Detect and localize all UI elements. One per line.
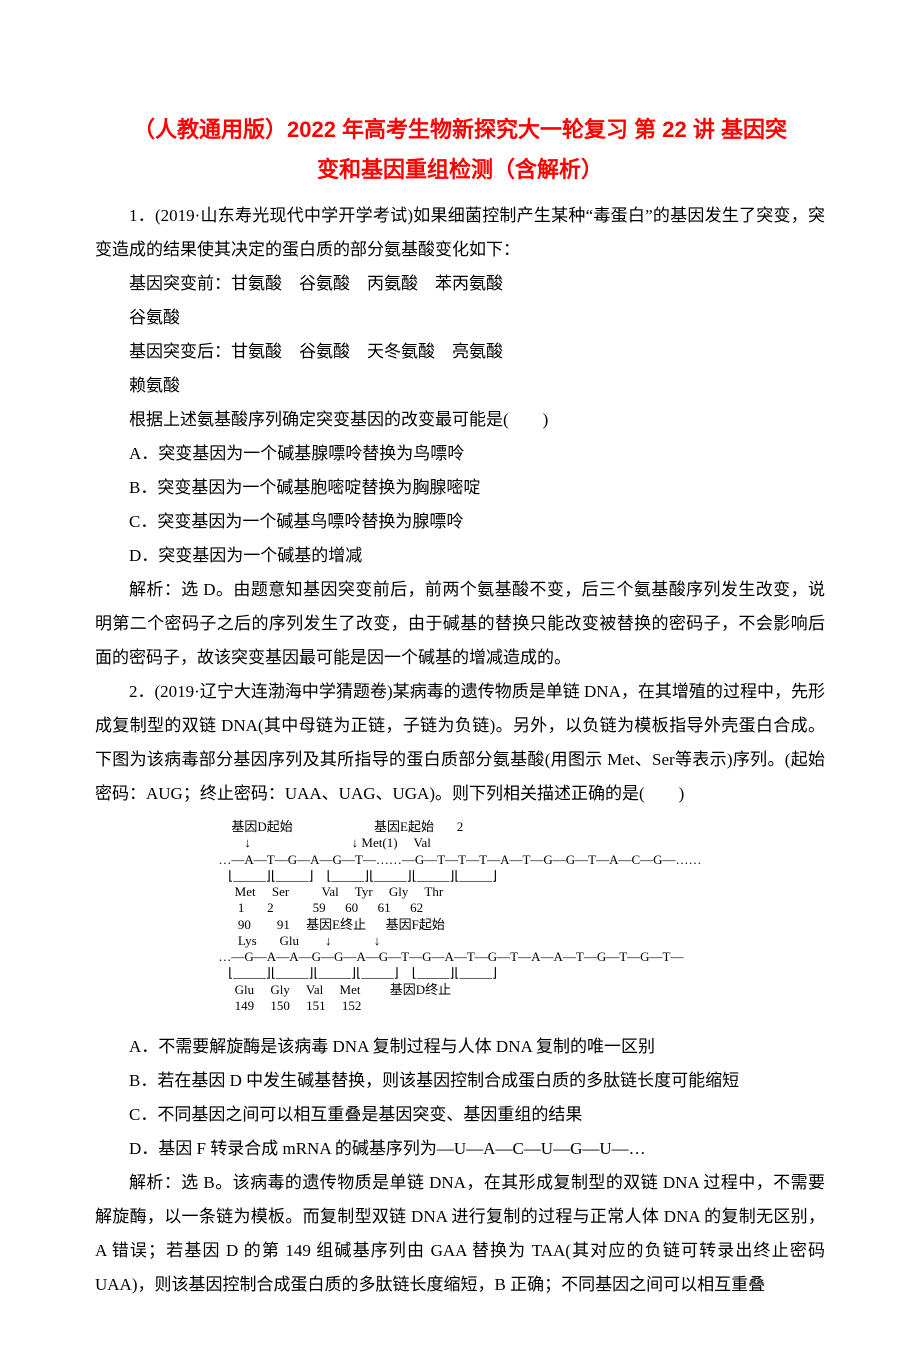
title-line-1: （人教通用版）2022 年高考生物新探究大一轮复习 第 22 讲 基因突 <box>133 117 787 142</box>
diagram-row-10: …—G—A—A—G—G—A—G—T—G—A—T—G—T—A—A—T—G—T—G—… <box>218 949 701 965</box>
document-page: （人教通用版）2022 年高考生物新探究大一轮复习 第 22 讲 基因突 变和基… <box>0 0 920 1362</box>
diagram-row-5: Met Ser Val Tyr Gly Thr <box>218 884 701 900</box>
q1-stem-1: 1．(2019·山东寿光现代中学开学考试)如果细菌控制产生某种“毒蛋白”的基因发… <box>95 199 825 267</box>
q1-before-line: 基因突变前：甘氨酸 谷氨酸 丙氨酸 苯丙氨酸 <box>95 267 825 301</box>
diagram-row-13: 149 150 151 152 <box>218 998 701 1014</box>
q2-option-a: A．不需要解旋酶是该病毒 DNA 复制过程与人体 DNA 复制的唯一区别 <box>95 1030 825 1064</box>
q2-option-c: C．不同基因之间可以相互重叠是基因突变、基因重组的结果 <box>95 1098 825 1132</box>
diagram-row-6: 1 2 59 60 61 62 <box>218 900 701 916</box>
q1-option-a: A．突变基因为一个碱基腺嘌呤替换为鸟嘌呤 <box>95 437 825 471</box>
q2-option-b: B．若在基因 D 中发生碱基替换，则该基因控制合成蛋白质的多肽链长度可能缩短 <box>95 1064 825 1098</box>
title-line-2: 变和基因重组检测（含解析） <box>317 157 603 182</box>
gene-diagram: 基因D起始 基因E起始 2 ↓ ↓ Met(1) Val …—A—T—G—A—G… <box>218 819 701 1014</box>
q1-before-cont: 谷氨酸 <box>95 301 825 335</box>
q2-option-d: D．基因 F 转录合成 mRNA 的碱基序列为—U—A—C—U—G—U—… <box>95 1132 825 1166</box>
gene-sequence-figure: 基因D起始 基因E起始 2 ↓ ↓ Met(1) Val …—A—T—G—A—G… <box>95 819 825 1022</box>
q1-option-b: B．突变基因为一个碱基胞嘧啶替换为胸腺嘧啶 <box>95 471 825 505</box>
q2-stem: 2．(2019·辽宁大连渤海中学猜题卷)某病毒的遗传物质是单链 DNA，在其增殖… <box>95 675 825 811</box>
diagram-row-2: ↓ ↓ Met(1) Val <box>218 835 701 851</box>
diagram-row-4: ⌊_____⌋⌊_____⌋ ⌊_____⌋⌊_____⌋⌊_____⌋⌊___… <box>218 868 701 884</box>
q1-explanation: 解析：选 D。由题意知基因突变前后，前两个氨基酸不变，后三个氨基酸序列发生改变，… <box>95 573 825 675</box>
q1-option-c: C．突变基因为一个碱基鸟嘌呤替换为腺嘌呤 <box>95 505 825 539</box>
document-title: （人教通用版）2022 年高考生物新探究大一轮复习 第 22 讲 基因突 变和基… <box>95 110 825 189</box>
diagram-row-1: 基因D起始 基因E起始 2 <box>218 819 701 835</box>
diagram-row-3: …—A—T—G—A—G—T—……—G—T—T—T—A—T—G—G—T—A—C—G… <box>218 852 701 868</box>
diagram-row-9: Lys Glu ↓ ↓ <box>218 933 701 949</box>
q1-after-line: 基因突变后：甘氨酸 谷氨酸 天冬氨酸 亮氨酸 <box>95 335 825 369</box>
q1-after-cont: 赖氨酸 <box>95 369 825 403</box>
diagram-row-8: 90 91 基因E终止 基因F起始 <box>218 917 701 933</box>
diagram-row-11: ⌊_____⌋⌊_____⌋⌊_____⌋⌊_____⌋ ⌊_____⌋⌊___… <box>218 965 701 981</box>
diagram-row-12: Glu Gly Val Met 基因D终止 <box>218 982 701 998</box>
q1-stem-2: 根据上述氨基酸序列确定突变基因的改变最可能是( ) <box>95 403 825 437</box>
q1-option-d: D．突变基因为一个碱基的增减 <box>95 539 825 573</box>
q2-explanation: 解析：选 B。该病毒的遗传物质是单链 DNA，在其形成复制型的双链 DNA 过程… <box>95 1166 825 1302</box>
